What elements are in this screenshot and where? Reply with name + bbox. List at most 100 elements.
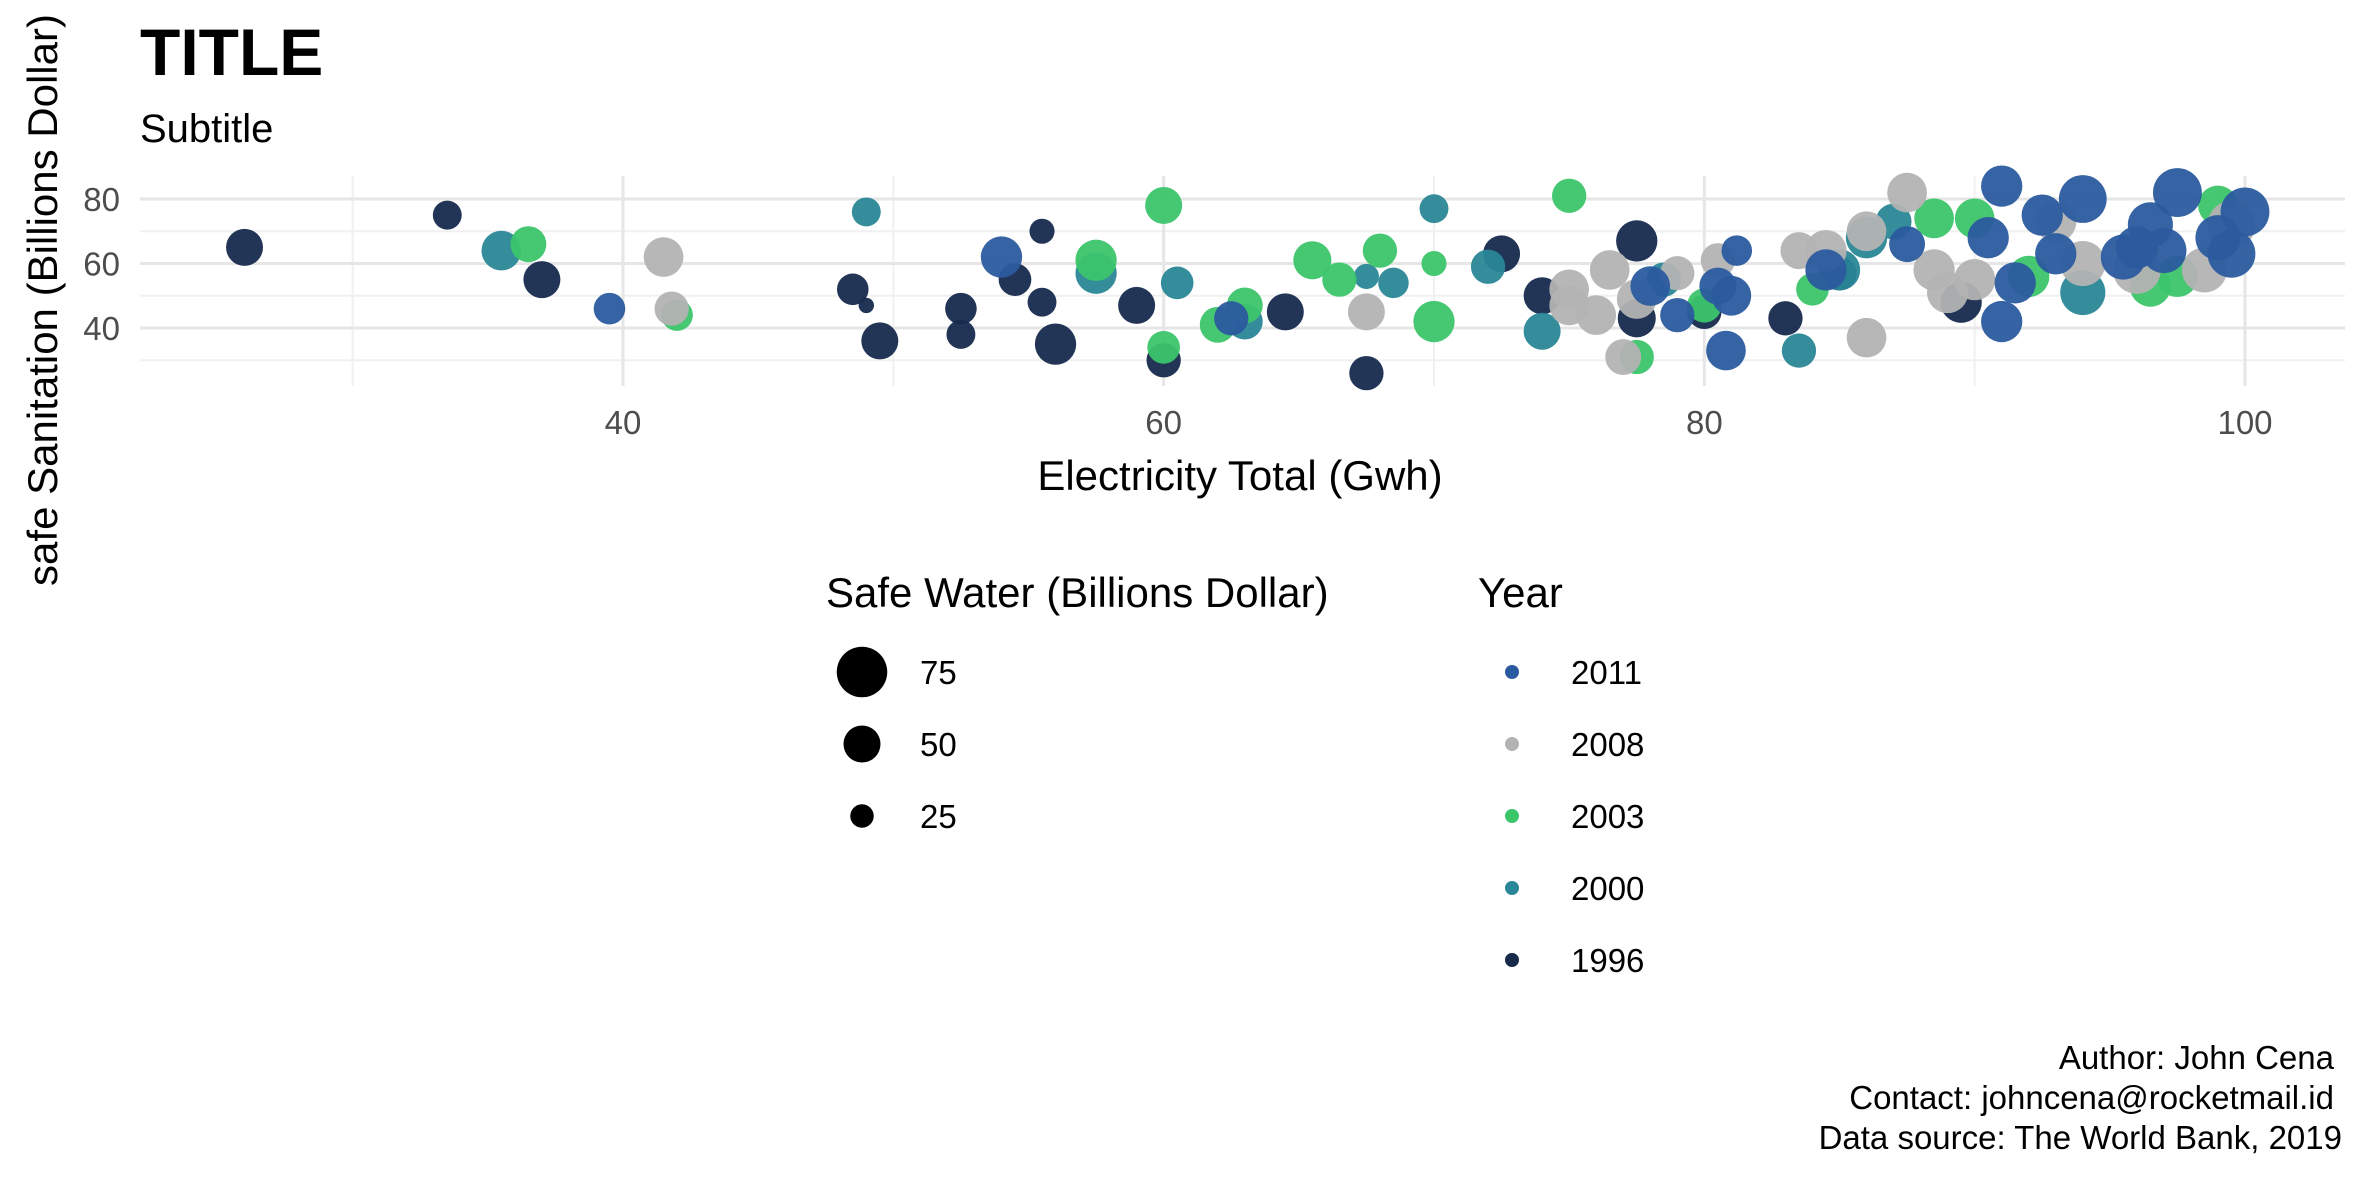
point-1996 <box>861 322 899 360</box>
point-1996 <box>858 297 874 314</box>
chart-subtitle: Subtitle <box>140 107 273 151</box>
point-2003 <box>1145 186 1183 224</box>
color-legend: 2011 2008 2003 2000 1996 <box>1505 654 1644 979</box>
point-2011 <box>2152 168 2202 217</box>
point-2008 <box>1589 250 1630 290</box>
point-2008 <box>1576 295 1617 335</box>
point-2011 <box>1711 275 1752 316</box>
point-2008 <box>654 291 689 326</box>
point-1996 <box>1027 287 1057 317</box>
y-axis-title: safe Sanitation (Billions Dollar) <box>19 14 66 586</box>
point-2008 <box>1887 172 1927 213</box>
point-1996 <box>836 273 869 306</box>
point-2003 <box>1413 300 1455 343</box>
point-1996 <box>432 200 462 230</box>
point-2011 <box>593 292 626 325</box>
point-1996 <box>946 320 976 349</box>
color-legend-label: 2000 <box>1571 870 1644 907</box>
color-legend-label: 1996 <box>1571 942 1644 979</box>
size-legend: 75 50 25 <box>836 646 957 835</box>
size-legend-label: 50 <box>920 726 957 763</box>
caption-source: Data source: The World Bank, 2019 <box>1819 1119 2342 1156</box>
point-1996 <box>1034 323 1077 365</box>
color-legend-key <box>1505 665 1519 679</box>
point-2011 <box>1214 301 1249 336</box>
point-1996 <box>1266 293 1304 331</box>
size-legend-title: Safe Water (Billions Dollar) <box>826 569 1329 616</box>
point-2008 <box>1954 258 1996 301</box>
point-2011 <box>2220 187 2270 237</box>
y-axis-ticks: 40 60 80 <box>83 181 120 347</box>
color-legend-key <box>1505 881 1519 895</box>
color-legend-key <box>1505 737 1519 751</box>
point-2003 <box>1421 250 1447 277</box>
point-2000 <box>1378 267 1409 299</box>
point-2003 <box>1075 239 1117 281</box>
color-legend-key <box>1505 953 1519 967</box>
point-2011 <box>2035 233 2077 275</box>
point-2011 <box>1805 249 1847 291</box>
color-legend-key <box>1505 809 1519 823</box>
color-legend-label: 2008 <box>1571 726 1644 763</box>
point-2008 <box>1347 293 1385 331</box>
point-1996 <box>1768 301 1803 336</box>
point-2008 <box>1605 339 1642 375</box>
point-2003 <box>510 226 547 263</box>
x-tick-label: 40 <box>605 404 642 441</box>
size-legend-label: 75 <box>920 654 957 691</box>
x-tick-label: 80 <box>1686 404 1723 441</box>
point-2011 <box>1721 235 1753 266</box>
point-2011 <box>1981 300 2023 343</box>
point-2000 <box>1523 312 1561 350</box>
point-2003 <box>1293 241 1332 280</box>
point-2011 <box>1967 217 2009 259</box>
point-2003 <box>1322 262 1357 297</box>
point-2000 <box>1160 266 1194 300</box>
point-2011 <box>1889 226 1926 263</box>
x-axis-ticks: 40 60 80 100 <box>605 404 2273 441</box>
chart-title: TITLE <box>140 15 323 89</box>
point-2000 <box>851 197 881 227</box>
point-2008 <box>1846 317 1887 358</box>
size-legend-key <box>843 725 881 763</box>
y-tick-label: 80 <box>83 181 120 218</box>
point-1996 <box>226 228 264 266</box>
size-legend-label: 25 <box>920 798 957 835</box>
x-tick-label: 60 <box>1145 404 1182 441</box>
point-2011 <box>1630 266 1671 306</box>
size-legend-key <box>836 646 888 698</box>
point-2008 <box>643 237 684 277</box>
point-2000 <box>1419 194 1449 224</box>
point-1996 <box>1118 286 1156 324</box>
x-tick-label: 100 <box>2217 404 2272 441</box>
y-tick-label: 40 <box>83 310 120 347</box>
point-2008 <box>1846 211 1887 252</box>
point-2011 <box>2021 194 2063 236</box>
point-2003 <box>1362 233 1398 268</box>
point-2003 <box>1914 198 1954 239</box>
color-legend-label: 2003 <box>1571 798 1644 835</box>
point-2000 <box>1781 333 1817 368</box>
point-2011 <box>1994 262 2036 304</box>
point-2011 <box>980 236 1023 278</box>
point-2000 <box>1353 263 1379 289</box>
point-2011 <box>1981 165 2023 207</box>
data-points <box>226 165 2270 391</box>
point-2011 <box>2141 228 2187 274</box>
caption-author: Author: John Cena <box>2059 1039 2335 1076</box>
point-1996 <box>1349 356 1384 391</box>
point-2011 <box>1660 297 1695 333</box>
point-2011 <box>2058 175 2107 223</box>
point-1996 <box>1029 218 1055 244</box>
point-1996 <box>945 292 977 325</box>
caption-contact: Contact: johncena@rocketmail.id <box>1849 1079 2334 1116</box>
x-axis-title: Electricity Total (Gwh) <box>1037 452 1442 499</box>
point-1996 <box>523 261 561 299</box>
color-legend-title: Year <box>1478 569 1563 616</box>
point-2003 <box>1147 331 1181 364</box>
point-2011 <box>2207 229 2256 278</box>
point-1996 <box>1616 220 1658 262</box>
point-2003 <box>1552 178 1587 213</box>
point-2000 <box>1470 249 1506 284</box>
